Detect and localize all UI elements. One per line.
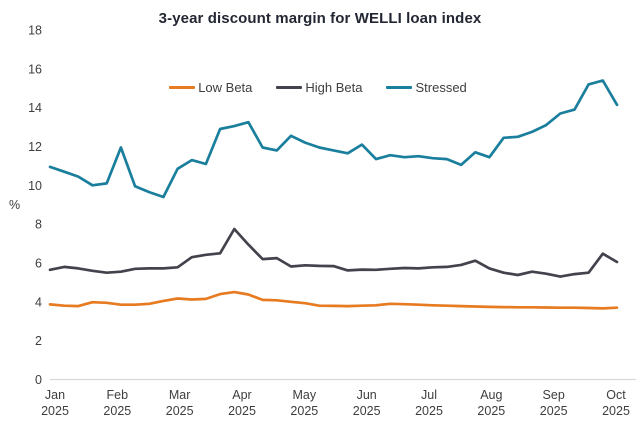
- x-tick-year-label: 2025: [166, 404, 194, 418]
- x-tick-month-label: Apr: [232, 388, 251, 402]
- x-tick-year-label: 2025: [415, 404, 443, 418]
- x-tick-year-label: 2025: [228, 404, 256, 418]
- x-tick-month-label: Mar: [169, 388, 191, 402]
- x-tick-month-label: Aug: [480, 388, 502, 402]
- x-tick-year-label: 2025: [477, 404, 505, 418]
- legend-label: Low Beta: [198, 80, 253, 95]
- y-tick-label: 12: [28, 140, 42, 154]
- y-tick-label: 16: [28, 62, 42, 76]
- x-tick-month-label: Oct: [606, 388, 626, 402]
- y-tick-label: 6: [35, 257, 42, 271]
- legend-swatch: [386, 86, 413, 89]
- x-tick-month-label: Jul: [421, 388, 437, 402]
- y-tick-label: 0: [35, 373, 42, 387]
- legend-label: Stressed: [415, 80, 467, 95]
- y-tick-label: 14: [28, 101, 42, 115]
- series-line-high-beta: [48, 227, 619, 278]
- legend-swatch: [169, 86, 196, 89]
- x-tick-year-label: 2025: [290, 404, 318, 418]
- y-tick-label: 2: [35, 334, 42, 348]
- y-tick-label: 18: [28, 24, 42, 38]
- series-line-stressed: [48, 79, 619, 199]
- y-tick-label: 10: [28, 179, 42, 193]
- x-tick-year-label: 2025: [353, 404, 381, 418]
- series-line-low-beta: [48, 290, 619, 310]
- x-tick-month-label: May: [293, 388, 317, 402]
- x-tick-year-label: 2025: [41, 404, 69, 418]
- y-axis-unit-label: %: [9, 198, 20, 212]
- legend-item-low-beta: Low Beta: [169, 80, 252, 95]
- x-tick-month-label: Jun: [357, 388, 377, 402]
- y-tick-label: 4: [35, 295, 42, 309]
- y-tick-label: 8: [35, 218, 42, 232]
- legend-swatch: [276, 86, 303, 89]
- chart-legend: Low Beta High Beta Stressed: [0, 80, 636, 95]
- legend-item-stressed: Stressed: [386, 80, 467, 95]
- x-tick-month-label: Jan: [45, 388, 65, 402]
- x-tick-month-label: Feb: [107, 388, 129, 402]
- x-tick-year-label: 2025: [103, 404, 131, 418]
- x-tick-year-label: 2025: [540, 404, 568, 418]
- chart-title: 3-year discount margin for WELLI loan in…: [158, 10, 482, 27]
- legend-label: High Beta: [305, 80, 363, 95]
- x-tick-month-label: Sep: [543, 388, 565, 402]
- legend-item-high-beta: High Beta: [276, 80, 362, 95]
- x-tick-year-label: 2025: [602, 404, 630, 418]
